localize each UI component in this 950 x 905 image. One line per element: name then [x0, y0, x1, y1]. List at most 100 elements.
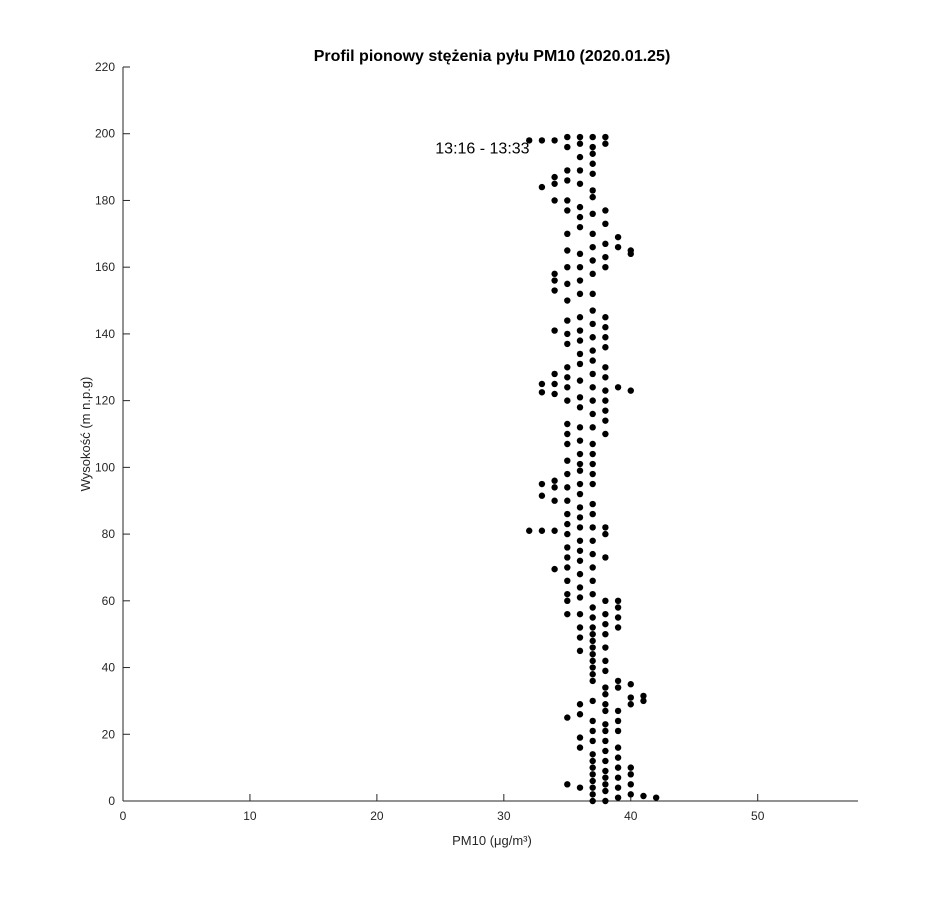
point [640, 692, 647, 700]
point [589, 764, 596, 771]
point [602, 240, 609, 248]
point [576, 537, 584, 544]
point [564, 397, 571, 404]
point [589, 270, 596, 278]
y-tick-label: 100 [95, 460, 115, 474]
point [564, 207, 571, 214]
point [576, 437, 584, 444]
point [589, 187, 596, 194]
point [576, 557, 584, 564]
point [564, 297, 571, 304]
point [589, 697, 596, 705]
point [602, 324, 609, 331]
point [589, 651, 596, 658]
point [627, 681, 634, 688]
point [564, 484, 571, 491]
point [602, 554, 609, 561]
point [564, 577, 571, 584]
x-tick-label: 0 [120, 809, 127, 823]
point [589, 727, 596, 735]
point [538, 492, 546, 499]
point [589, 357, 596, 364]
point [551, 527, 558, 534]
point [652, 794, 660, 801]
point [589, 450, 596, 458]
point [576, 250, 584, 258]
point [564, 420, 571, 428]
point [589, 657, 596, 665]
point [589, 757, 596, 765]
point [576, 504, 584, 511]
point [589, 347, 596, 354]
point [627, 694, 634, 701]
point [589, 524, 596, 531]
point [602, 620, 609, 628]
annotation: 13:16 - 13:33 [435, 141, 529, 158]
point [602, 657, 609, 665]
point [602, 691, 609, 698]
point [576, 167, 584, 174]
point [576, 480, 584, 488]
point [576, 203, 584, 211]
point [551, 270, 558, 278]
point [602, 133, 609, 141]
point [564, 520, 571, 528]
point [576, 180, 584, 187]
point [614, 677, 622, 685]
point [589, 500, 596, 508]
point [589, 510, 596, 518]
y-tick-label: 40 [102, 661, 116, 675]
point [602, 701, 609, 708]
point [564, 510, 571, 518]
point [576, 314, 584, 321]
point [602, 721, 609, 728]
point [589, 791, 596, 798]
point [576, 350, 584, 358]
point [589, 470, 596, 478]
point [589, 370, 596, 378]
point [602, 263, 609, 271]
point [589, 664, 596, 671]
point [576, 424, 584, 431]
point [614, 624, 622, 631]
point [602, 707, 609, 715]
point [602, 757, 609, 765]
point [602, 417, 609, 424]
point [564, 317, 571, 324]
point [614, 727, 622, 735]
point [602, 314, 609, 321]
point [614, 794, 622, 801]
x-tick-label: 30 [497, 809, 511, 823]
point [576, 327, 584, 334]
y-tick-label: 220 [95, 60, 115, 74]
point [602, 747, 609, 755]
point [589, 133, 596, 141]
point [589, 630, 596, 638]
point [602, 387, 609, 394]
point [627, 764, 634, 771]
point [576, 140, 584, 147]
point [564, 457, 571, 464]
point [564, 384, 571, 391]
x-tick-label: 20 [370, 809, 384, 823]
point [538, 137, 546, 144]
point [538, 380, 546, 388]
point [602, 220, 609, 228]
point [614, 707, 622, 715]
point [551, 484, 558, 491]
point [602, 407, 609, 414]
point [589, 150, 596, 157]
point [576, 634, 584, 641]
point [564, 374, 571, 381]
point [576, 337, 584, 344]
point [589, 410, 596, 418]
point [551, 180, 558, 187]
y-tick-label: 20 [102, 727, 116, 741]
y-tick-label: 160 [95, 260, 115, 274]
point [576, 524, 584, 531]
point [564, 280, 571, 288]
point [551, 327, 558, 334]
point [589, 677, 596, 685]
point [576, 394, 584, 401]
